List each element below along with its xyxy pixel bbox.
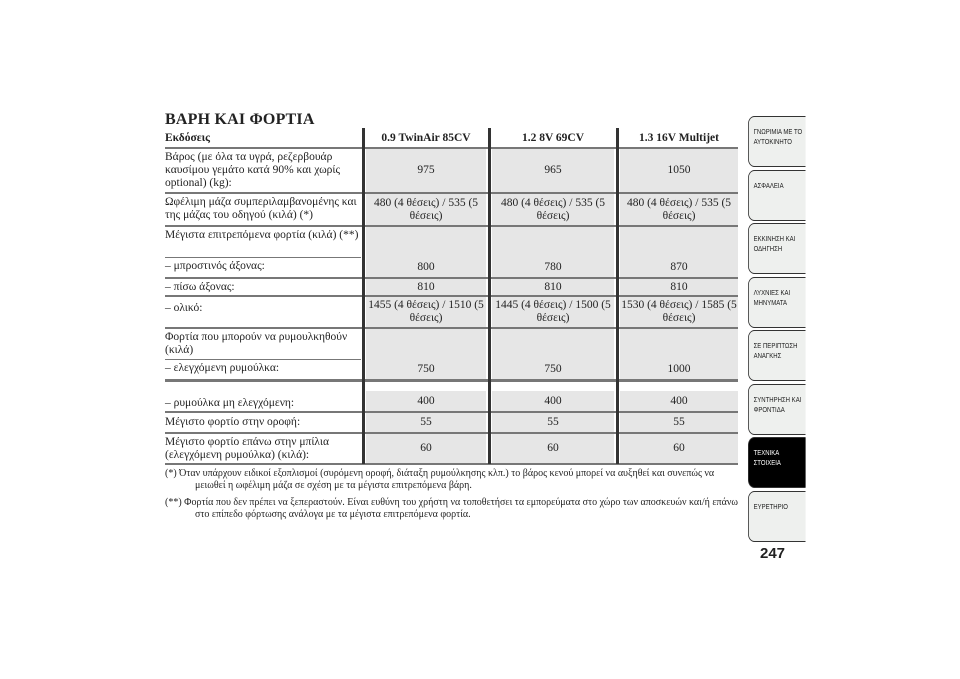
section-tab[interactable]: ΛΥΧΝΙΕΣ ΚΑΙ ΜΗΝΥΜΑΤΑ xyxy=(748,276,806,328)
row-divider xyxy=(165,327,738,329)
header-versions: Εκδόσεις xyxy=(165,132,211,144)
row-divider xyxy=(165,277,738,279)
row-label: Ωφέλιμη μάζα συμπεριλαμβανομένης και της… xyxy=(165,196,357,221)
row-divider xyxy=(165,463,738,465)
table-cell: 55 xyxy=(366,413,486,432)
row-label: – ρυμούλκα μη ελεγχόμενη: xyxy=(165,397,295,409)
table-cell: 55 xyxy=(492,413,614,432)
table-cell: 480 (4 θέσεις) / 535 (5 θέσεις) xyxy=(366,194,486,225)
table-cell: 870 xyxy=(620,227,738,277)
footnote: (*) Όταν υπάρχουν ειδικοί εξοπλισμοί (συ… xyxy=(165,468,715,491)
row-divider xyxy=(165,295,738,297)
row-label: Μέγιστο φορτίο επάνω στην μπίλια (ελεγχό… xyxy=(165,436,329,461)
table-cell: 400 xyxy=(620,391,738,411)
table-cell: 480 (4 θέσεις) / 535 (5 θέσεις) xyxy=(620,194,738,225)
section-tab[interactable]: ΣΥΝΤΗΡΗΣΗ ΚΑΙ ΦΡΟΝΤΙΔΑ xyxy=(748,383,806,435)
section-tab[interactable]: ΓΝΩΡΙΜΙΑ ΜΕ ΤΟ ΑΥΤΟΚΙΝΗΤΟ xyxy=(748,116,806,167)
row-sublabel: – μπροστινός άξονας: xyxy=(165,260,265,272)
section-tab[interactable]: ΑΣΦΑΛΕΙΑ xyxy=(748,169,806,221)
table-cell: 60 xyxy=(366,434,486,463)
table-cell: 400 xyxy=(366,391,486,411)
table-cell: 55 xyxy=(620,413,738,432)
table-cell: 965 xyxy=(492,149,614,192)
row-label: Βάρος (με όλα τα υγρά, ρεζερβουάρ καυσίμ… xyxy=(165,151,341,189)
row-divider xyxy=(165,432,738,434)
table-cell: 1455 (4 θέσεις) / 1510 (5 θέσεις) xyxy=(366,297,486,327)
section-tab[interactable]: ΤΕΧΝΙΚΑ ΣΤΟΙΧΕΙΑ xyxy=(748,437,806,488)
column-divider xyxy=(488,128,491,464)
table-cell: 800 xyxy=(366,227,486,277)
header-version: 0.9 TwinAir 85CV xyxy=(381,132,471,144)
section-tab[interactable]: ΕΚΚΙΝΗΣΗ ΚΑΙ ΟΔΗΓΗΣΗ xyxy=(748,223,806,274)
table-cell: 1530 (4 θέσεις) / 1585 (5 θέσεις) xyxy=(620,297,738,327)
table-cell: 1050 xyxy=(620,149,738,192)
section-tab[interactable]: ΕΥΡΕΤΗΡΙΟ xyxy=(748,490,806,542)
section-tab[interactable]: ΣΕ ΠΕΡΙΠΤΩΣΗ ΑΝΑΓΚΗΣ xyxy=(748,330,806,381)
table-cell: 1445 (4 θέσεις) / 1500 (5 θέσεις) xyxy=(492,297,614,327)
header-version: 1.2 8V 69CV xyxy=(521,132,585,144)
table-cell: 1000 xyxy=(620,329,738,379)
row-label: Φορτία που μπορούν να ρυμουλκηθούν (κιλά… xyxy=(165,331,348,356)
table-cell: 400 xyxy=(492,391,614,411)
header-divider xyxy=(165,147,738,149)
row-divider xyxy=(165,411,738,413)
footnote: (**) Φορτία που δεν πρέπει να ξεπεραστού… xyxy=(165,497,738,520)
row-sublabel: – ελεγχόμενη ρυμούλκα: xyxy=(165,362,280,374)
page-title: ΒΑΡΗ ΚΑΙ ΦΟΡΤΙΑ xyxy=(165,111,315,128)
row-label: – ολικό: xyxy=(165,302,203,314)
label-divider xyxy=(165,359,361,360)
column-divider xyxy=(362,128,365,464)
table-cell: 480 (4 θέσεις) / 535 (5 θέσεις) xyxy=(492,194,614,225)
table-cell: 810 xyxy=(620,279,738,295)
table-cell: 810 xyxy=(492,279,614,295)
table-cell: 810 xyxy=(366,279,486,295)
table-cell: 60 xyxy=(492,434,614,463)
row-label: – πίσω άξονας: xyxy=(165,281,235,293)
row-divider xyxy=(165,192,738,194)
table-cell: 780 xyxy=(492,227,614,277)
row-divider xyxy=(165,379,738,381)
row-divider xyxy=(165,380,738,382)
table-cell: 60 xyxy=(620,434,738,463)
header-version: 1.3 16V Multijet xyxy=(639,132,719,144)
row-label: Μέγιστα επιτρεπόμενα φορτία (κιλά) (**) xyxy=(165,229,359,241)
table-cell: 975 xyxy=(366,149,486,192)
row-divider xyxy=(165,225,738,227)
table-cell: 750 xyxy=(492,329,614,379)
column-divider xyxy=(616,128,619,464)
row-label: Μέγιστο φορτίο στην οροφή: xyxy=(165,416,301,428)
page-number: 247 xyxy=(760,545,786,562)
table-cell: 750 xyxy=(366,329,486,379)
label-divider xyxy=(165,257,361,258)
